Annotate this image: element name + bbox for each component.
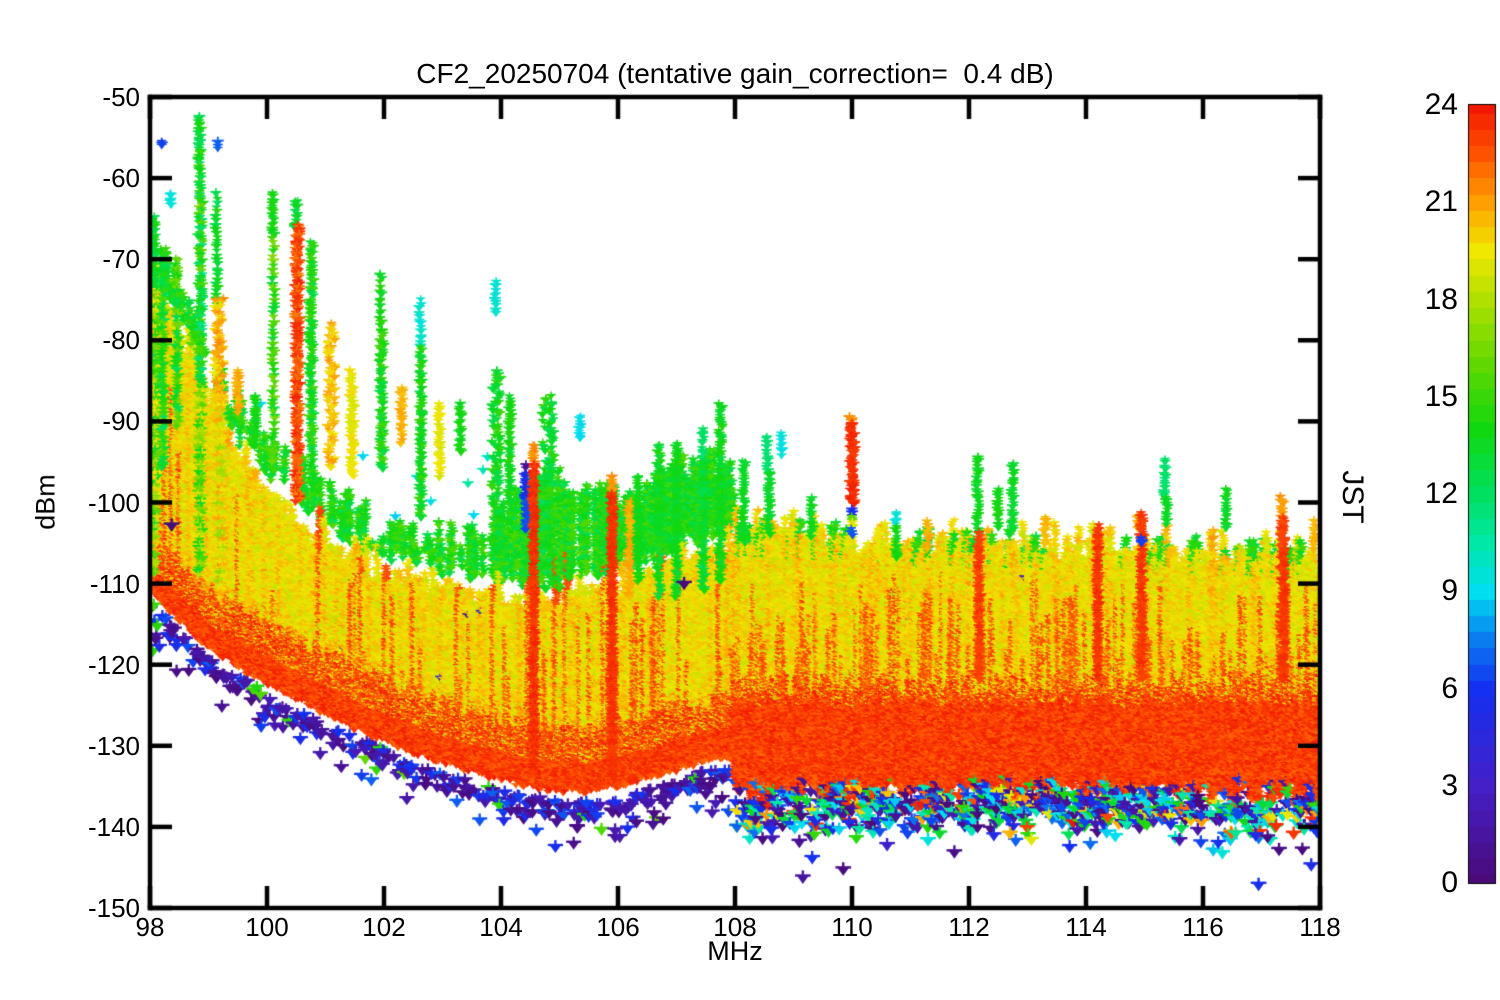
x-tick-label: 112 bbox=[948, 912, 990, 942]
y-tick-label: -100 bbox=[87, 487, 140, 518]
y-tick-label: -150 bbox=[87, 893, 140, 923]
x-tick-label: 106 bbox=[596, 912, 640, 942]
colorbar-tick-label: 3 bbox=[1441, 768, 1458, 802]
x-tick-label: 102 bbox=[362, 912, 406, 942]
y-tick-label: -90 bbox=[102, 406, 140, 437]
y-tick-label: -120 bbox=[87, 649, 140, 680]
colorbar-tick-label: 6 bbox=[1441, 671, 1458, 705]
colorbar-tick-label: 12 bbox=[1424, 477, 1458, 510]
colorbar-tick-label: 24 bbox=[1424, 88, 1458, 121]
y-tick-label: -50 bbox=[102, 82, 140, 112]
x-tick-label: 108 bbox=[713, 912, 757, 942]
x-tick-label: 116 bbox=[1182, 912, 1224, 942]
colorbar-tick-label: 0 bbox=[1441, 866, 1458, 899]
y-tick-label: -70 bbox=[102, 244, 140, 275]
x-tick-label: 100 bbox=[245, 912, 289, 942]
colorbar-tick-label: 9 bbox=[1441, 574, 1458, 608]
colorbar-tick-label: 21 bbox=[1424, 185, 1458, 219]
y-tick-label: -110 bbox=[89, 568, 140, 599]
x-tick-label: 114 bbox=[1065, 912, 1107, 942]
colorbar-tick-label: 15 bbox=[1424, 379, 1458, 413]
x-tick-label: 118 bbox=[1299, 912, 1341, 942]
x-tick-label: 110 bbox=[831, 912, 873, 942]
y-tick-label: -60 bbox=[102, 163, 140, 194]
y-tick-label: -130 bbox=[87, 730, 140, 761]
y-tick-label: -140 bbox=[87, 811, 140, 842]
chart-title: CF2_20250704 (tentative gain_correction=… bbox=[416, 58, 1054, 89]
x-tick-label: 98 bbox=[135, 912, 165, 942]
colorbar-tick-label: 18 bbox=[1424, 282, 1458, 316]
x-tick-label: 104 bbox=[479, 912, 523, 942]
y-tick-label: -80 bbox=[102, 325, 140, 356]
x-axis-label: MHz bbox=[707, 936, 763, 966]
